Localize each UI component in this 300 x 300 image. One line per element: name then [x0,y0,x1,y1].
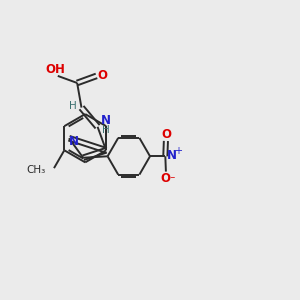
Text: ⁻: ⁻ [169,176,175,185]
Text: H: H [69,101,77,111]
Text: H: H [102,125,110,135]
Text: N: N [69,135,79,148]
Text: OH: OH [46,63,65,76]
Text: O: O [161,128,171,141]
Text: N: N [167,149,177,162]
Text: +: + [174,146,182,156]
Text: N: N [101,114,111,127]
Text: O: O [98,69,107,82]
Text: O: O [160,172,170,184]
Text: CH₃: CH₃ [26,166,46,176]
